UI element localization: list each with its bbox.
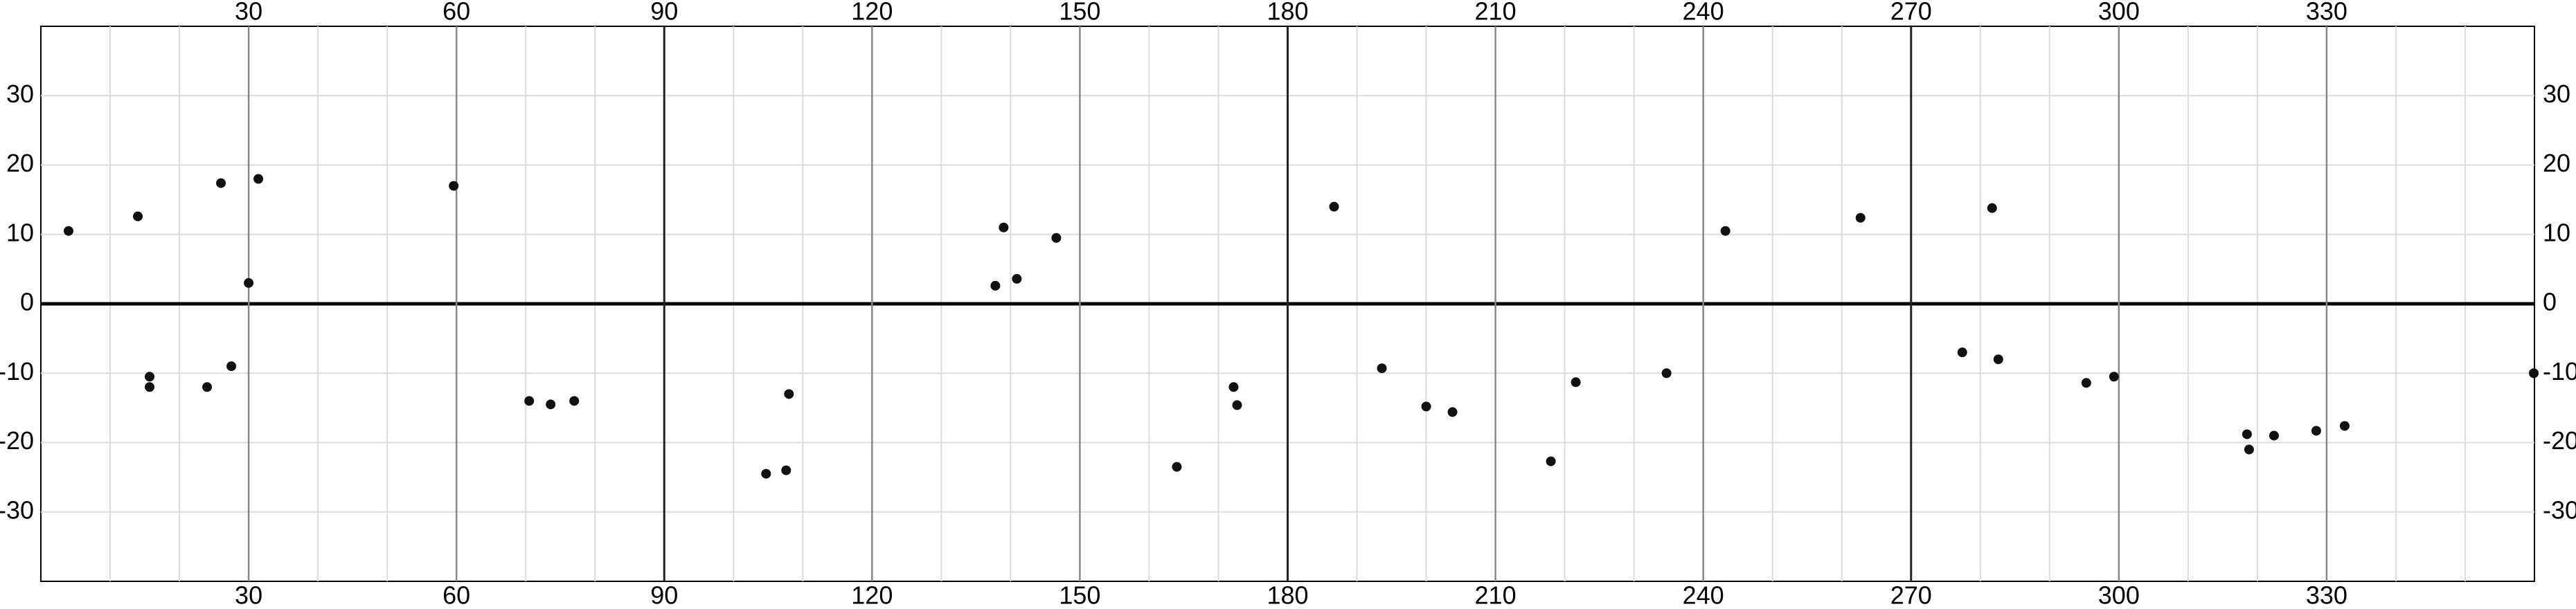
y-tick-label-right: 20 [2543, 149, 2570, 177]
x-tick-label: 150 [1059, 581, 1100, 609]
y-tick-label-right: 10 [2543, 218, 2570, 246]
sunspot [1377, 363, 1387, 374]
x-tick-label: 30 [235, 581, 262, 609]
y-tick-label: -20 [0, 426, 34, 455]
y-tick-label-right: -20 [2543, 426, 2576, 455]
sunspot [226, 361, 237, 372]
sunspot [2242, 429, 2252, 439]
x-tick-label-top: 300 [2098, 0, 2140, 26]
y-tick-label: 20 [6, 149, 34, 177]
sunspot [1329, 201, 1339, 212]
x-tick-label: 270 [1890, 581, 1932, 609]
x-tick-label-top: 30 [235, 0, 262, 26]
x-tick-label: 60 [442, 581, 470, 609]
x-tick-label: 120 [851, 581, 893, 609]
sunspot [1228, 382, 1239, 392]
x-tick-label-top: 330 [2306, 0, 2347, 26]
x-tick-label-top: 150 [1059, 0, 1100, 26]
sunspot [1447, 407, 1458, 417]
sunspot [784, 389, 794, 399]
y-tick-label: 0 [20, 288, 34, 316]
sunspot [202, 382, 213, 392]
sunspot [244, 278, 254, 288]
x-tick-label-top: 270 [1890, 0, 1932, 26]
sunspot [1546, 456, 1556, 466]
sunspot [1172, 462, 1182, 472]
sunspot [449, 181, 459, 191]
sunspot [1421, 401, 1431, 412]
sunspot [546, 399, 556, 410]
sunspot [2528, 368, 2539, 379]
sunspot [253, 174, 264, 184]
y-tick-label: 10 [6, 218, 34, 246]
x-tick-label-top: 240 [1683, 0, 1724, 26]
x-tick-label: 210 [1475, 581, 1517, 609]
sunspot [145, 372, 155, 382]
sunspot [2339, 421, 2350, 431]
sunspot [2244, 444, 2254, 455]
y-tick-label: -30 [0, 496, 34, 524]
sunspot [1661, 368, 1672, 379]
sunspot [990, 280, 1001, 291]
x-tick-label: 330 [2306, 581, 2347, 609]
x-tick-label-top: 210 [1475, 0, 1517, 26]
sunspot [2081, 378, 2091, 388]
sunspot [2269, 430, 2279, 441]
sunspot [1993, 354, 2003, 365]
x-tick-label: 90 [650, 581, 678, 609]
sunspot [781, 465, 791, 475]
x-tick-label-top: 60 [442, 0, 470, 26]
sunspot [999, 222, 1009, 233]
x-tick-label-top: 90 [650, 0, 678, 26]
y-tick-label: 30 [6, 80, 34, 108]
y-tick-label-right: -10 [2543, 357, 2576, 385]
sunspot [1957, 347, 1967, 358]
sunspot [216, 178, 226, 188]
sunspot [1987, 203, 1997, 213]
x-tick-label-top: 120 [851, 0, 893, 26]
x-tick-label-top: 180 [1267, 0, 1308, 26]
y-tick-label: -10 [0, 357, 34, 385]
y-tick-label-right: -30 [2543, 496, 2576, 524]
x-tick-label: 300 [2098, 581, 2140, 609]
sunspot [145, 382, 155, 392]
sunspot [761, 469, 771, 479]
sunspot [1051, 233, 1062, 243]
y-tick-label-right: 30 [2543, 80, 2570, 108]
sunspot [524, 396, 535, 406]
sunspot [1571, 377, 1581, 388]
sunspot [569, 396, 580, 406]
sunspot [2311, 426, 2321, 436]
sunspot [1232, 400, 1242, 410]
sunspot [1720, 226, 1730, 236]
sunspot [1012, 273, 1022, 284]
x-tick-label: 240 [1683, 581, 1724, 609]
y-tick-label-right: 0 [2543, 288, 2557, 316]
sunspot [133, 211, 143, 221]
x-tick-label: 180 [1267, 581, 1308, 609]
sunspot [64, 226, 74, 236]
sunspot [1855, 212, 1866, 223]
sunspot [2109, 372, 2119, 382]
